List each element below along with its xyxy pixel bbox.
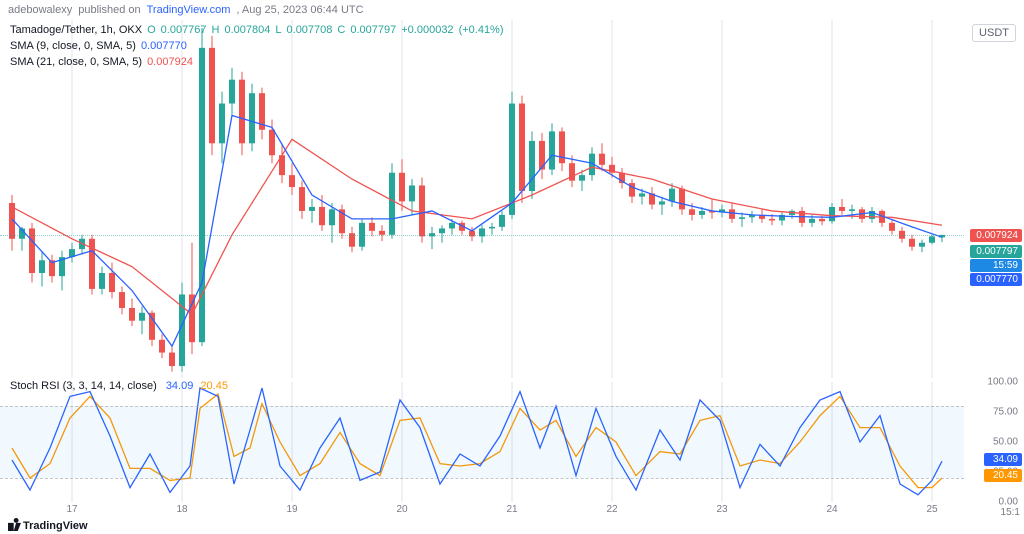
rsi-label: Stoch RSI (3, 3, 14, 14, close) — [10, 380, 157, 392]
time-tick: 21 — [506, 504, 517, 515]
ohlc-h-label: H — [212, 22, 220, 38]
time-tick: 17 — [66, 504, 77, 515]
time-tick: 18 — [176, 504, 187, 515]
sma21-val: 0.007924 — [147, 54, 193, 70]
rsi-tag-d: 20.45 — [984, 469, 1022, 482]
author: adebowalexy — [8, 4, 72, 16]
price-tag: 0.007770 — [970, 273, 1022, 286]
ohlc-chg: +0.000032 — [401, 22, 453, 38]
time-axis: 17 18 19 20 21 22 23 24 25 — [0, 504, 964, 520]
time-tick: 19 — [286, 504, 297, 515]
sma9-label: SMA (9, close, 0, SMA, 5) — [10, 38, 136, 54]
sma9-val: 0.007770 — [141, 38, 187, 54]
publish-header: adebowalexy published on TradingView.com… — [0, 0, 1024, 20]
rsi-legend: Stoch RSI (3, 3, 14, 14, close) 34.09 20… — [10, 380, 228, 392]
sma21-label: SMA (21, close, 0, SMA, 5) — [10, 54, 142, 70]
ohlc-chg-pct: (+0.41%) — [459, 22, 504, 38]
price-tag: 0.007797 — [970, 245, 1022, 258]
ohlc-h: 0.007804 — [225, 22, 271, 38]
header-ts: , Aug 25, 2023 06:44 UTC — [236, 4, 363, 16]
time-countdown: 15:1 — [1001, 507, 1020, 518]
tv-logo-text: TradingView — [23, 520, 88, 532]
rsi-chart[interactable] — [0, 382, 964, 502]
site-link[interactable]: TradingView.com — [147, 4, 231, 16]
rsi-tag-k: 34.09 — [984, 453, 1022, 466]
time-tick: 20 — [396, 504, 407, 515]
price-tag: 15:59 — [970, 259, 1022, 272]
time-tick: 22 — [606, 504, 617, 515]
price-svg — [0, 20, 964, 378]
price-tag: 0.007924 — [970, 229, 1022, 242]
ohlc-o: 0.007767 — [161, 22, 207, 38]
ohlc-c-label: C — [337, 22, 345, 38]
rsi-k-val: 34.09 — [166, 380, 194, 392]
rsi-band — [0, 406, 964, 478]
ohlc-l-label: L — [275, 22, 281, 38]
rsi-tick: 0.00 — [999, 497, 1018, 508]
time-tick: 25 — [926, 504, 937, 515]
header-mid: published on — [78, 4, 140, 16]
rsi-upper-line — [0, 406, 964, 407]
rsi-tick: 75.00 — [993, 407, 1018, 418]
chart-legend: Tamadoge/Tether, 1h, OKX O 0.007767 H 0.00… — [10, 22, 504, 70]
rsi-axis: 0.0025.0050.0075.00100.0034.0920.45 — [964, 382, 1024, 502]
price-chart[interactable] — [0, 20, 964, 378]
tv-logo-icon — [8, 518, 21, 531]
rsi-tick: 50.00 — [993, 437, 1018, 448]
close-price-line — [0, 235, 964, 236]
price-axis: 0.007924 0.00779715:590.007770 — [964, 20, 1024, 378]
ohlc-c: 0.007797 — [350, 22, 396, 38]
pair-label: Tamadoge/Tether, 1h, OKX — [10, 22, 142, 38]
time-tick: 24 — [826, 504, 837, 515]
tradingview-logo[interactable]: TradingView — [8, 518, 88, 532]
ohlc-l: 0.007708 — [287, 22, 333, 38]
ohlc-o-label: O — [147, 22, 156, 38]
rsi-tick: 100.00 — [987, 377, 1018, 388]
rsi-lower-line — [0, 478, 964, 479]
time-tick: 23 — [716, 504, 727, 515]
rsi-d-val: 20.45 — [200, 380, 228, 392]
